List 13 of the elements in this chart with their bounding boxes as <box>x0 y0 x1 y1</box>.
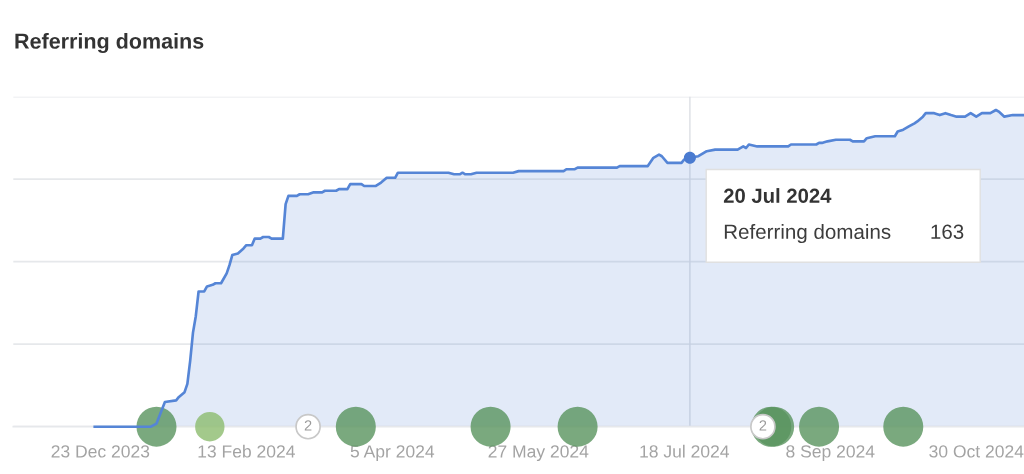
x-tick-label: 13 Feb 2024 <box>198 444 295 458</box>
x-tick-label: 18 Jul 2024 <box>640 444 730 458</box>
annotation: 2 <box>759 420 767 431</box>
chart-title: Referring domains <box>15 32 204 54</box>
x-tick-label: 30 Oct 2024 <box>929 445 1024 458</box>
annotation: 2 <box>304 420 312 431</box>
x-tick-label: 23 Dec 2023 <box>51 445 150 458</box>
x-tick-label: 8 Sep 2024 <box>786 445 875 462</box>
x-tick-label: 27 May 2024 <box>488 445 589 462</box>
annotation: 20 Jul 2024 <box>723 188 832 203</box>
x-tick-label: 5 Apr 2024 <box>350 445 435 462</box>
annotation: 163 <box>931 224 964 240</box>
annotation: Referring domains <box>724 223 891 244</box>
